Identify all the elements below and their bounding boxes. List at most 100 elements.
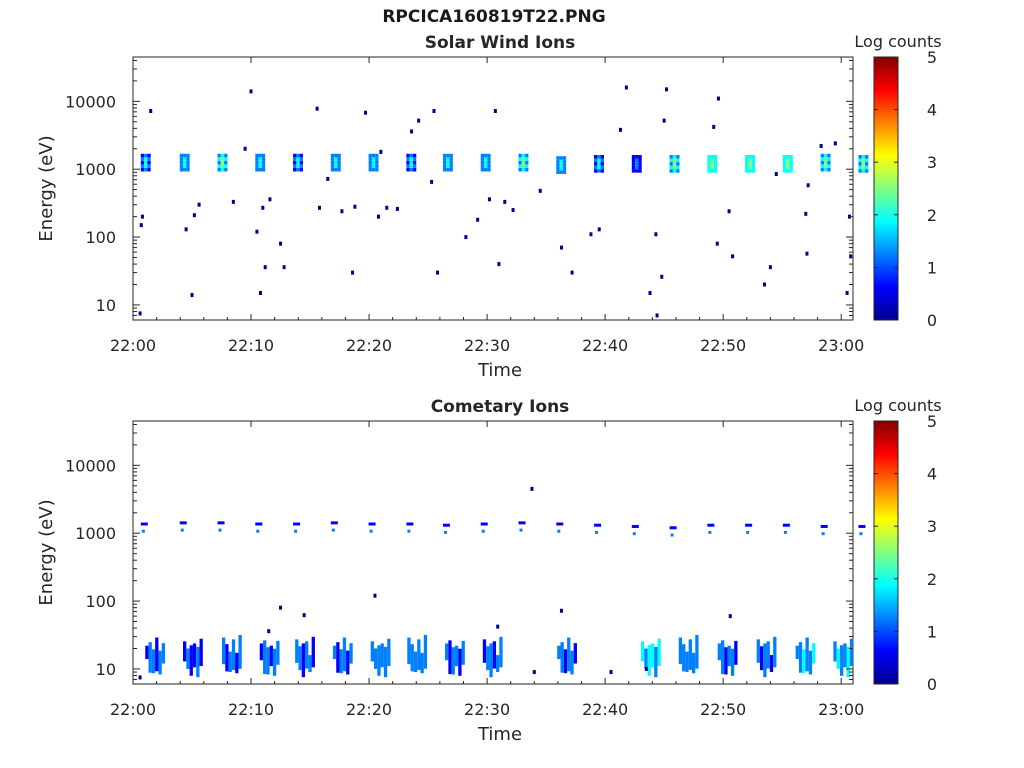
- data-point: [364, 110, 368, 115]
- burst-cell: [261, 157, 266, 161]
- colorbar-label: Log counts: [854, 32, 941, 51]
- burst-cell: [669, 162, 673, 166]
- burst-cell: [721, 640, 725, 675]
- burst-cell: [595, 530, 599, 534]
- burst-cell: [299, 160, 303, 165]
- burst-cell: [782, 169, 787, 173]
- burst-cell: [865, 158, 869, 163]
- burst-cell: [861, 158, 866, 163]
- data-point: [351, 270, 355, 275]
- burst-cell: [220, 160, 225, 165]
- x-tick-label: 22:20: [346, 336, 392, 355]
- burst-cell: [412, 167, 417, 172]
- y-tick-label: 1000: [75, 524, 116, 543]
- data-point: [149, 109, 153, 114]
- burst-cell: [865, 162, 869, 166]
- burst-cell: [710, 169, 714, 173]
- y-tick-label: 10000: [65, 92, 116, 111]
- burst-cell: [861, 165, 866, 170]
- burst-cell: [708, 530, 712, 534]
- plot-area: [132, 56, 854, 321]
- burst-cell: [756, 639, 760, 663]
- burst-cell: [375, 157, 379, 161]
- burst-cell: [631, 169, 636, 173]
- data-point: [665, 87, 669, 92]
- data-point: [436, 270, 440, 275]
- burst-cell: [406, 160, 410, 165]
- data-point: [609, 670, 613, 675]
- burst-cell: [373, 648, 378, 669]
- data-point: [570, 270, 574, 275]
- data-point: [379, 149, 383, 154]
- burst-cell: [296, 157, 300, 161]
- y-tick-label: 100: [85, 228, 116, 247]
- burst-cell: [368, 160, 372, 165]
- burst-cell: [301, 643, 306, 678]
- burst-cell: [186, 648, 190, 669]
- burst-cell: [820, 524, 828, 528]
- burst-cell: [710, 165, 714, 170]
- panel-title: Solar Wind Ions: [425, 33, 576, 53]
- burst-cell: [293, 157, 297, 161]
- burst-cell: [820, 160, 824, 165]
- burst-cell: [745, 158, 749, 163]
- data-point: [395, 206, 399, 211]
- data-point: [727, 209, 731, 214]
- burst-cell: [406, 167, 410, 172]
- data-point: [432, 109, 436, 114]
- burst-cell: [763, 643, 767, 678]
- burst-cell: [258, 164, 262, 168]
- burst-cell: [141, 529, 145, 533]
- burst-cell: [299, 164, 303, 168]
- figure-title: RPCICA160819T22.PNG: [382, 7, 606, 27]
- burst-cell: [334, 167, 338, 172]
- burst-cell: [685, 651, 689, 673]
- data-point: [317, 205, 321, 210]
- data-point: [267, 629, 271, 634]
- burst-cell: [672, 165, 677, 170]
- colorbar-tick-label: 1: [927, 622, 937, 641]
- burst-cell: [557, 645, 561, 660]
- data-point: [373, 593, 377, 598]
- burst-cell: [766, 641, 770, 669]
- data-point: [138, 311, 142, 316]
- data-point: [503, 199, 507, 204]
- burst-cell: [186, 164, 190, 168]
- burst-cell: [563, 649, 568, 674]
- burst-cell: [600, 165, 604, 170]
- data-point: [184, 227, 188, 232]
- burst-cell: [631, 162, 636, 166]
- burst-cell: [795, 645, 799, 660]
- burst-cell: [713, 169, 718, 173]
- burst-cell: [647, 645, 651, 676]
- data-point: [497, 262, 501, 267]
- burst-cell: [782, 154, 787, 159]
- burst-cell: [183, 164, 187, 168]
- burst-cell: [255, 164, 259, 168]
- burst-cell: [375, 153, 379, 158]
- burst-cell: [186, 153, 190, 158]
- burst-cell: [140, 153, 145, 158]
- burst-cell: [293, 160, 297, 165]
- burst-cell: [600, 158, 604, 163]
- burst-cell: [713, 154, 718, 159]
- burst-cell: [337, 167, 341, 172]
- burst-cell: [296, 167, 300, 172]
- burst-cell: [521, 164, 526, 168]
- burst-cell: [782, 523, 790, 527]
- burst-cell: [484, 160, 488, 165]
- data-point: [618, 127, 622, 132]
- y-tick-label: 10: [96, 660, 116, 679]
- burst-cell: [789, 162, 793, 166]
- burst-cell: [147, 167, 151, 172]
- burst-cell: [782, 158, 787, 163]
- burst-cell: [644, 648, 648, 669]
- burst-cell: [148, 642, 152, 673]
- burst-cell: [380, 643, 384, 668]
- y-axis-label: Energy (eV): [36, 135, 57, 241]
- burst-cell: [688, 639, 692, 670]
- data-point: [417, 118, 421, 123]
- burst-cell: [259, 643, 264, 661]
